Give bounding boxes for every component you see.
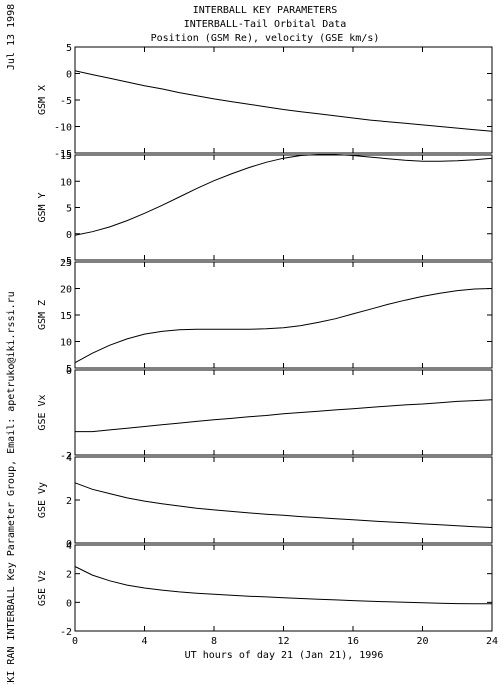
y-tick-label: 20: [60, 285, 72, 296]
y-tick-label: -2: [60, 627, 72, 638]
series-line: [74, 70, 493, 132]
panel-ylabel: GSE Vy: [37, 482, 48, 518]
panel-ylabel: GSM X: [37, 85, 48, 115]
panel-ylabel: GSE Vx: [37, 394, 48, 430]
panel-frame: [74, 46, 493, 154]
panel-frame: [74, 154, 493, 261]
x-axis-label: UT hours of day 21 (Jan 21), 1996: [185, 650, 384, 661]
y-tick-label: -10: [54, 123, 72, 134]
y-tick-label: 0: [66, 230, 72, 241]
y-tick-label: -5: [60, 96, 72, 107]
x-tick-label: 0: [72, 636, 78, 647]
report-date: Jul 13 1998: [6, 4, 17, 70]
panel-frame: [74, 544, 493, 632]
y-tick-label: 5: [66, 364, 72, 375]
title-line-3: Position (GSM Re), velocity (GSE km/s): [151, 33, 380, 44]
title-line-1: INTERBALL KEY PARAMETERS: [193, 5, 338, 16]
x-tick-label: 12: [277, 636, 289, 647]
y-tick-label: -5: [60, 256, 72, 267]
y-tick-label: 0: [66, 366, 72, 377]
x-tick-label: 4: [141, 636, 147, 647]
x-tick-label: 20: [416, 636, 428, 647]
y-tick-label: 25: [60, 258, 72, 269]
y-tick-label: 0: [66, 70, 72, 81]
y-tick-label: 2: [66, 496, 72, 507]
y-tick-label: 15: [60, 311, 72, 322]
x-tick-label: 16: [347, 636, 359, 647]
y-tick-label: 0: [66, 539, 72, 550]
y-tick-label: 10: [60, 177, 72, 188]
y-tick-label: 5: [66, 43, 72, 54]
series-line: [74, 566, 492, 605]
panel-ylabel: GSM Z: [37, 300, 48, 330]
series-line: [74, 154, 493, 236]
y-tick-label: 15: [60, 151, 72, 162]
panel-frame: [74, 261, 493, 369]
panel-ylabel: GSM Y: [37, 192, 48, 222]
series-line: [74, 482, 493, 528]
side-credit-label: IKI RAN INTERBALL Key Parameter Group, E…: [6, 291, 17, 684]
title-line-2: INTERBALL-Tail Orbital Data: [184, 19, 347, 30]
x-tick-label: 8: [211, 636, 217, 647]
y-tick-label: 2: [66, 570, 72, 581]
y-tick-label: 4: [66, 541, 72, 552]
y-tick-label: -15: [54, 149, 72, 160]
y-tick-label: 5: [66, 204, 72, 215]
series-line: [75, 399, 493, 433]
y-tick-label: -2: [60, 451, 72, 462]
y-tick-label: 10: [60, 338, 72, 349]
x-tick-label: 24: [486, 636, 498, 647]
y-tick-label: 4: [66, 453, 72, 464]
panel-frame: [74, 369, 493, 456]
series-line: [74, 288, 493, 364]
y-tick-label: 0: [66, 598, 72, 609]
panel-ylabel: GSE Vz: [37, 570, 48, 606]
